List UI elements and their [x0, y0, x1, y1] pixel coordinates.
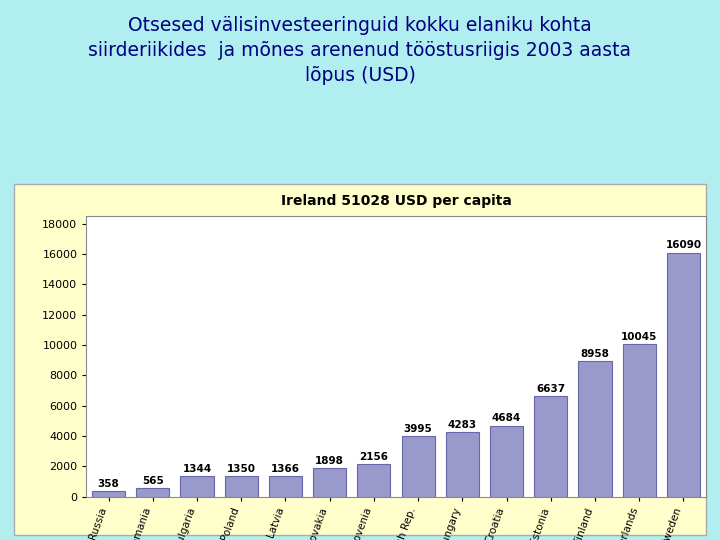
Bar: [446, 432, 479, 497]
Bar: [623, 345, 656, 497]
Text: 2156: 2156: [359, 452, 388, 462]
Text: 4684: 4684: [492, 414, 521, 423]
Bar: [225, 476, 258, 497]
Text: 1344: 1344: [182, 464, 212, 474]
Text: 1898: 1898: [315, 456, 344, 465]
Bar: [269, 476, 302, 497]
Bar: [313, 468, 346, 497]
Text: 565: 565: [142, 476, 163, 486]
Bar: [490, 426, 523, 497]
Text: Otsesed välisinvesteeringuid kokku elaniku kohta
siirderiikides  ja mõnes arenen: Otsesed välisinvesteeringuid kokku elani…: [89, 16, 631, 85]
Bar: [534, 396, 567, 497]
Bar: [667, 253, 700, 497]
Text: 1350: 1350: [227, 464, 256, 474]
Text: 16090: 16090: [665, 240, 701, 251]
Text: 8958: 8958: [580, 348, 609, 359]
Bar: [181, 476, 214, 497]
Text: 4283: 4283: [448, 420, 477, 429]
Text: 1366: 1366: [271, 464, 300, 474]
Bar: [136, 488, 169, 497]
Bar: [357, 464, 390, 497]
Bar: [578, 361, 611, 497]
Text: 10045: 10045: [621, 332, 657, 342]
Bar: [92, 491, 125, 497]
Bar: [402, 436, 435, 497]
Text: Ireland 51028 USD per capita: Ireland 51028 USD per capita: [281, 194, 511, 208]
Text: 358: 358: [98, 479, 120, 489]
Text: 6637: 6637: [536, 384, 565, 394]
Text: 3995: 3995: [404, 424, 433, 434]
